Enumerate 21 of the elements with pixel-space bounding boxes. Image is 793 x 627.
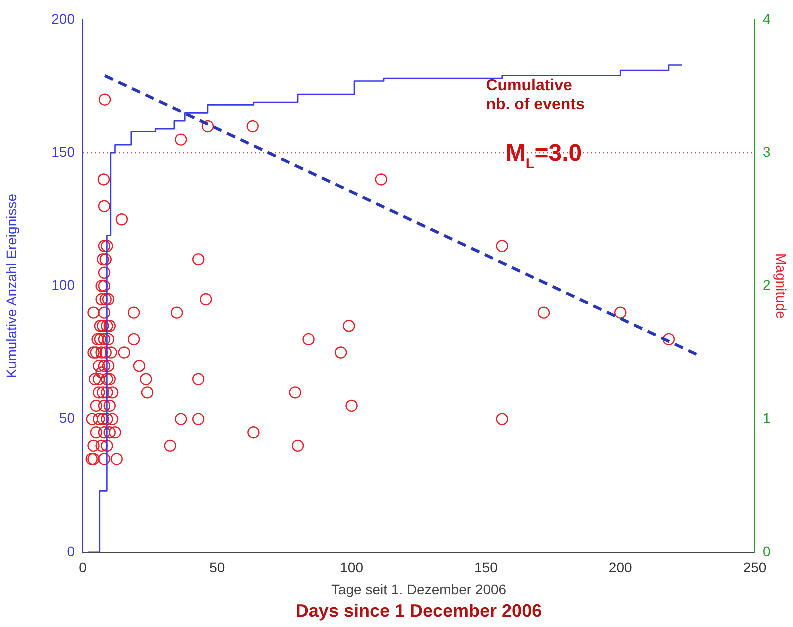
x-axis-title: Tage seit 1. Dezember 2006: [331, 581, 507, 598]
y-tick-label: 150: [52, 144, 76, 160]
y2-tick-label: 0: [763, 543, 771, 560]
y2-tick-label: 3: [763, 144, 771, 160]
y-axis-title: Kumulative Anzahl Ereignisse: [3, 194, 20, 378]
x-tick-label: 150: [474, 560, 498, 576]
y2-axis-title: Magnitude: [774, 254, 790, 320]
x-tick-label: 100: [340, 560, 364, 576]
annotation: Cumulative nb. of events: [486, 77, 585, 114]
y2-tick-label: 1: [763, 410, 771, 426]
y-tick-label: 200: [52, 10, 76, 27]
x-tick-label: 200: [608, 560, 632, 576]
x-tick-label: 250: [743, 560, 767, 576]
y-tick-label: 50: [59, 410, 76, 426]
y-tick-label: 0: [67, 543, 76, 560]
text: Days since 1 December 2006: [296, 600, 542, 621]
x-tick-label: 0: [79, 560, 88, 576]
y2-tick-label: 4: [763, 10, 771, 27]
y2-tick-label: 2: [763, 277, 771, 294]
x-tick-label: 50: [210, 560, 226, 576]
y-tick-label: 100: [52, 277, 76, 294]
